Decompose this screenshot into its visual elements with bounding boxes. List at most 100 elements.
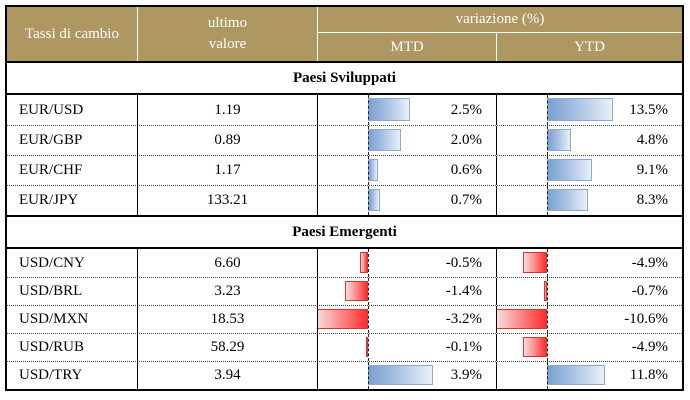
ytd-bar [497, 309, 547, 329]
zero-axis-line [547, 278, 548, 305]
header-mtd-label: MTD [318, 33, 497, 61]
section-title: Paesi Sviluppati [7, 61, 682, 95]
mtd-bar [344, 281, 368, 301]
ytd-cell: 11.8% [497, 362, 682, 389]
ytd-cell: -4.9% [497, 249, 682, 277]
header-variation-group: variazione (%) MTD YTD [318, 7, 682, 61]
mtd-cell: 0.6% [318, 156, 497, 185]
zero-axis-line [547, 156, 548, 185]
last-value: 18.53 [138, 306, 318, 333]
zero-axis-line [368, 156, 369, 185]
table-row: USD/BRL 3.23 -1.4% -0.7% [7, 277, 682, 305]
ytd-value: 9.1% [636, 162, 668, 178]
zero-axis-line [547, 306, 548, 333]
mtd-bar [368, 159, 378, 181]
zero-axis-line [547, 249, 548, 277]
zero-axis-line [547, 126, 548, 155]
ytd-value: -4.9% [631, 254, 668, 271]
ytd-value: 11.8% [629, 367, 668, 383]
ytd-cell: 9.1% [497, 156, 682, 185]
currency-pair-label: EUR/JPY [7, 186, 138, 215]
mtd-cell: -0.1% [318, 334, 497, 361]
currency-pair-label: USD/RUB [7, 334, 138, 361]
header-last-value-line1: ultimo [207, 15, 248, 31]
mtd-value: 0.7% [450, 192, 482, 208]
mtd-value: 2.0% [450, 132, 482, 148]
table-row: USD/RUB 58.29 -0.1% -4.9% [7, 333, 682, 361]
ytd-bar [547, 365, 605, 385]
header-last-value-line2: valore [208, 36, 247, 52]
zero-axis-line [368, 362, 369, 389]
last-value: 1.19 [138, 95, 318, 125]
mtd-value: -0.1% [445, 339, 482, 355]
ytd-value: -10.6% [624, 311, 668, 327]
ytd-cell: 13.5% [497, 95, 682, 125]
ytd-bar [547, 129, 571, 151]
header-variation-label: variazione (%) [318, 7, 682, 33]
currency-pair-label: EUR/CHF [7, 156, 138, 185]
currency-pair-label: USD/TRY [7, 362, 138, 389]
ytd-cell: -0.7% [497, 278, 682, 305]
zero-axis-line [547, 186, 548, 215]
table-row: EUR/CHF 1.17 0.6% 9.1% [7, 155, 682, 185]
mtd-cell: -3.2% [318, 306, 497, 333]
header-variation-sub: MTD YTD [318, 33, 682, 61]
mtd-value: -3.2% [445, 311, 482, 327]
zero-axis-line [368, 278, 369, 305]
mtd-value: -0.5% [445, 254, 482, 271]
ytd-value: 8.3% [636, 192, 668, 208]
table-header: Tassi di cambio ultimo valore variazione… [7, 7, 682, 61]
zero-axis-line [547, 362, 548, 389]
table-row: EUR/GBP 0.89 2.0% 4.8% [7, 125, 682, 155]
mtd-value: 2.5% [450, 101, 482, 118]
zero-axis-line [368, 249, 369, 277]
currency-pair-label: EUR/USD [7, 95, 138, 125]
mtd-bar [368, 98, 410, 121]
zero-axis-line [368, 186, 369, 215]
ytd-cell: -10.6% [497, 306, 682, 333]
mtd-value: 0.6% [450, 162, 482, 178]
last-value: 3.94 [138, 362, 318, 389]
ytd-bar [522, 337, 547, 357]
mtd-bar [318, 309, 368, 329]
ytd-bar [547, 189, 588, 211]
table-row: EUR/JPY 133.21 0.7% 8.3% [7, 185, 682, 215]
ytd-value: 4.8% [636, 132, 668, 148]
zero-axis-line [368, 95, 369, 125]
currency-pair-label: EUR/GBP [7, 126, 138, 155]
table-row: EUR/USD 1.19 2.5% 13.5% [7, 95, 682, 125]
ytd-value: -4.9% [631, 339, 668, 355]
header-pairs-label: Tassi di cambio [7, 7, 138, 61]
last-value: 133.21 [138, 186, 318, 215]
mtd-bar [368, 189, 380, 211]
ytd-value: 13.5% [629, 101, 668, 118]
currency-pair-label: USD/BRL [7, 278, 138, 305]
currency-pair-label: USD/CNY [7, 249, 138, 277]
ytd-cell: 8.3% [497, 186, 682, 215]
currency-pair-label: USD/MXN [7, 306, 138, 333]
section-rows: EUR/USD 1.19 2.5% 13.5% EUR/GBP 0.89 2.0… [7, 95, 682, 215]
ytd-bar [547, 98, 614, 121]
ytd-bar [522, 252, 547, 273]
ytd-bar [543, 281, 547, 301]
mtd-cell: 2.5% [318, 95, 497, 125]
section-rows: USD/CNY 6.60 -0.5% -4.9% USD/BRL 3.23 -1… [7, 249, 682, 389]
mtd-cell: 3.9% [318, 362, 497, 389]
zero-axis-line [547, 95, 548, 125]
section-title: Paesi Emergenti [7, 215, 682, 249]
header-ytd-label: YTD [574, 38, 605, 55]
mtd-cell: 0.7% [318, 186, 497, 215]
last-value: 58.29 [138, 334, 318, 361]
ytd-cell: 4.8% [497, 126, 682, 155]
table-body: Paesi Sviluppati EUR/USD 1.19 2.5% 13.5%… [7, 61, 682, 389]
mtd-bar [368, 365, 433, 385]
mtd-cell: -1.4% [318, 278, 497, 305]
ytd-cell: -4.9% [497, 334, 682, 361]
last-value: 6.60 [138, 249, 318, 277]
table-row: USD/MXN 18.53 -3.2% -10.6% [7, 305, 682, 333]
zero-axis-line [368, 306, 369, 333]
mtd-bar [359, 252, 368, 273]
zero-axis-line [368, 334, 369, 361]
mtd-cell: 2.0% [318, 126, 497, 155]
